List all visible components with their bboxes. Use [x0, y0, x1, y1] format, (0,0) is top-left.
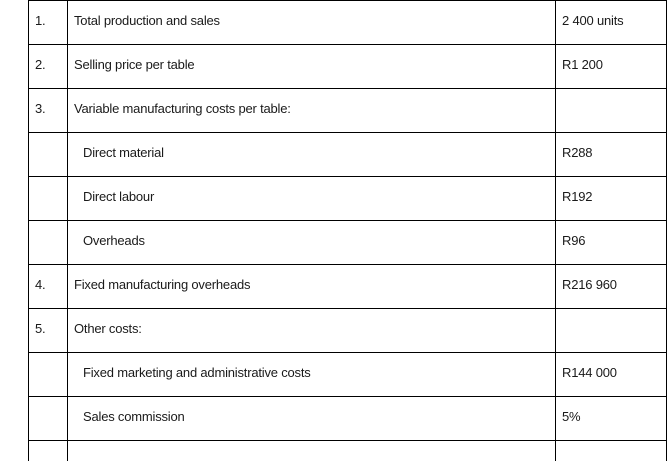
row-number-cell [28, 440, 68, 461]
row-number: 5. [35, 321, 46, 336]
value-cell: R144 000 [555, 352, 667, 397]
value-cell: R216 960 [555, 264, 667, 309]
row-number-cell [28, 132, 68, 177]
description-cell: Sales commission [67, 396, 556, 441]
row-description: Total production and sales [74, 13, 220, 28]
value-cell: 2 400 units [555, 0, 667, 45]
row-number [29, 177, 67, 189]
table-row: 1. Total production and sales 2 400 unit… [28, 0, 667, 45]
value-cell [555, 440, 667, 461]
table-row: Fixed marketing and administrative costs… [28, 352, 667, 397]
row-number-cell [28, 396, 68, 441]
row-description: Sales commission [83, 409, 185, 424]
row-number-cell [28, 176, 68, 221]
value-cell: R96 [555, 220, 667, 265]
cost-information-sheet: 1. Total production and sales 2 400 unit… [28, 0, 667, 468]
row-number-cell [28, 352, 68, 397]
row-number [29, 133, 67, 145]
value-cell [555, 308, 667, 353]
row-number-cell: 1. [28, 0, 68, 45]
row-number: 3. [35, 101, 46, 116]
row-description: Fixed manufacturing overheads [74, 277, 251, 292]
table-row: Overheads R96 [28, 220, 667, 265]
row-number-cell: 3. [28, 88, 68, 133]
row-value [556, 89, 666, 101]
row-value [556, 309, 666, 321]
description-cell: Total production and sales [67, 0, 556, 45]
description-cell: Other costs: [67, 308, 556, 353]
table-row-partial [28, 440, 667, 461]
table-row: Sales commission 5% [28, 396, 667, 441]
value-cell: R192 [555, 176, 667, 221]
row-number [29, 221, 67, 233]
description-cell: Fixed manufacturing overheads [67, 264, 556, 309]
row-number-cell: 5. [28, 308, 68, 353]
row-description: Direct labour [83, 189, 155, 204]
description-cell: Variable manufacturing costs per table: [67, 88, 556, 133]
row-description: Direct material [83, 145, 164, 160]
row-number [29, 353, 67, 365]
table-row: 4. Fixed manufacturing overheads R216 96… [28, 264, 667, 309]
description-cell [67, 440, 556, 461]
row-value: R216 960 [562, 277, 617, 292]
value-cell: R1 200 [555, 44, 667, 89]
row-value: R1 200 [562, 57, 603, 72]
row-description: Selling price per table [74, 57, 195, 72]
row-number: 2. [35, 57, 46, 72]
value-cell [555, 88, 667, 133]
table-row: Direct labour R192 [28, 176, 667, 221]
table-row: 2. Selling price per table R1 200 [28, 44, 667, 89]
value-cell: 5% [555, 396, 667, 441]
row-value: R96 [562, 233, 586, 248]
row-number: 1. [35, 13, 46, 28]
description-cell: Selling price per table [67, 44, 556, 89]
row-value: R144 000 [562, 365, 617, 380]
row-value: 2 400 units [562, 13, 624, 28]
row-value: 5% [562, 409, 581, 424]
row-description: Other costs: [74, 321, 142, 336]
row-number-cell: 4. [28, 264, 68, 309]
row-number: 4. [35, 277, 46, 292]
description-cell: Direct material [67, 132, 556, 177]
description-cell: Overheads [67, 220, 556, 265]
description-cell: Fixed marketing and administrative costs [67, 352, 556, 397]
table-row: 5. Other costs: [28, 308, 667, 353]
row-value: R288 [562, 145, 593, 160]
row-number [29, 397, 67, 409]
table-row: Direct material R288 [28, 132, 667, 177]
table-row: 3. Variable manufacturing costs per tabl… [28, 88, 667, 133]
row-number-cell [28, 220, 68, 265]
description-cell: Direct labour [67, 176, 556, 221]
row-description: Variable manufacturing costs per table: [74, 101, 291, 116]
row-number-cell: 2. [28, 44, 68, 89]
row-value: R192 [562, 189, 593, 204]
cost-table: 1. Total production and sales 2 400 unit… [28, 0, 667, 461]
row-description: Fixed marketing and administrative costs [83, 365, 311, 380]
row-description: Overheads [83, 233, 145, 248]
value-cell: R288 [555, 132, 667, 177]
